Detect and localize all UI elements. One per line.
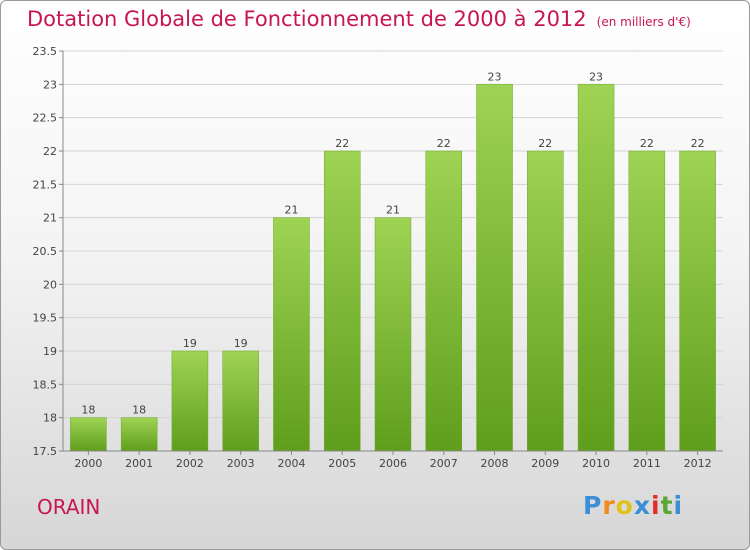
y-tick-label: 21 bbox=[43, 212, 57, 225]
data-label-2004: 21 bbox=[284, 204, 298, 217]
chart-title: Dotation Globale de Fonctionnement de 20… bbox=[27, 7, 691, 31]
x-tick-label-2011: 2011 bbox=[633, 457, 661, 470]
y-tick-label: 17.5 bbox=[33, 445, 58, 458]
data-label-2003: 19 bbox=[234, 337, 248, 350]
bar-2009 bbox=[527, 150, 564, 452]
y-tick-label: 20 bbox=[43, 278, 57, 291]
data-label-2007: 22 bbox=[437, 137, 451, 150]
logo-letter: r bbox=[602, 491, 616, 520]
data-label-2006: 21 bbox=[386, 204, 400, 217]
x-tick-label-2007: 2007 bbox=[430, 457, 458, 470]
bar-2012 bbox=[679, 150, 716, 452]
bar-2010 bbox=[577, 84, 615, 452]
y-tick-label: 19.5 bbox=[33, 312, 58, 325]
commune-name: ORAIN bbox=[37, 495, 101, 519]
bar-2005 bbox=[323, 150, 361, 452]
logo-letter: i bbox=[651, 491, 661, 520]
bar-2002 bbox=[171, 350, 209, 452]
bar-2006 bbox=[374, 217, 412, 452]
data-label-2010: 23 bbox=[589, 70, 603, 83]
chart-title-text: Dotation Globale de Fonctionnement de 20… bbox=[27, 7, 587, 31]
proxiti-logo: Proxiti bbox=[583, 491, 683, 520]
chart-unit: (en milliers d'€) bbox=[596, 15, 691, 29]
y-tick-label: 22 bbox=[43, 145, 57, 158]
data-label-2009: 22 bbox=[538, 137, 552, 150]
data-label-2012: 22 bbox=[691, 137, 705, 150]
bar-2003 bbox=[222, 350, 259, 452]
data-label-2008: 23 bbox=[488, 70, 502, 83]
y-tick-label: 19 bbox=[43, 345, 57, 358]
x-tick-label-2002: 2002 bbox=[176, 457, 204, 470]
bar-2011 bbox=[628, 150, 666, 452]
x-tick-label-2010: 2010 bbox=[582, 457, 610, 470]
bar-2008 bbox=[476, 84, 513, 452]
y-tick-label: 20.5 bbox=[33, 245, 58, 258]
logo-letter: t bbox=[660, 491, 674, 520]
data-label-2002: 19 bbox=[183, 337, 197, 350]
y-tick-label: 18 bbox=[43, 412, 57, 425]
logo-letter: o bbox=[615, 491, 634, 520]
x-tick-label-2008: 2008 bbox=[481, 457, 509, 470]
x-tick-label-2001: 2001 bbox=[125, 457, 153, 470]
x-tick-label-2000: 2000 bbox=[74, 457, 102, 470]
x-tick-label-2004: 2004 bbox=[277, 457, 305, 470]
data-label-2001: 18 bbox=[132, 404, 146, 417]
bar-2004 bbox=[273, 217, 310, 452]
bar-2001 bbox=[120, 417, 158, 452]
x-tick-label-2009: 2009 bbox=[531, 457, 559, 470]
x-tick-label-2003: 2003 bbox=[227, 457, 255, 470]
bar-2007 bbox=[425, 150, 463, 452]
x-tick-label-2005: 2005 bbox=[328, 457, 356, 470]
logo-letter: i bbox=[673, 491, 684, 520]
y-tick-label: 22.5 bbox=[33, 112, 58, 125]
y-tick-label: 23 bbox=[43, 78, 57, 91]
bar-2000 bbox=[70, 417, 107, 452]
data-label-2000: 18 bbox=[81, 404, 95, 417]
y-tick-label: 18.5 bbox=[33, 378, 58, 391]
data-label-2011: 22 bbox=[640, 137, 654, 150]
y-tick-label: 21.5 bbox=[33, 178, 58, 191]
data-label-2005: 22 bbox=[335, 137, 349, 150]
x-tick-label-2006: 2006 bbox=[379, 457, 407, 470]
y-tick-label: 23.5 bbox=[33, 45, 58, 58]
logo-letter: x bbox=[633, 491, 651, 520]
logo-letter: P bbox=[583, 491, 603, 520]
x-tick-label-2012: 2012 bbox=[684, 457, 712, 470]
